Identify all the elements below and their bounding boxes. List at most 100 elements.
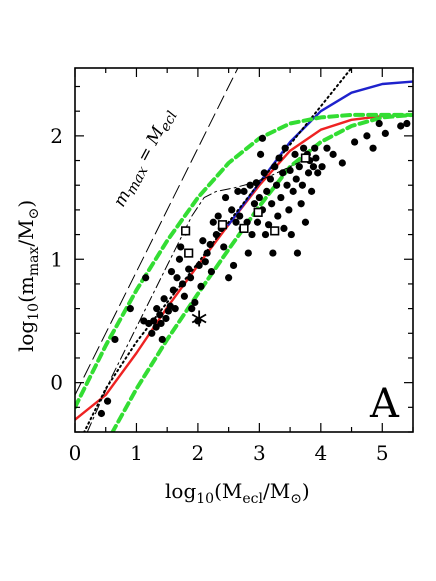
data-point-circle-69 bbox=[275, 154, 283, 162]
data-point-circle-55 bbox=[253, 218, 262, 226]
data-point-circle-30 bbox=[199, 237, 207, 245]
data-point-circle-15 bbox=[169, 286, 177, 294]
data-point-circle-36 bbox=[212, 230, 220, 239]
data-point-circle-110 bbox=[126, 305, 134, 313]
data-point-circle-34 bbox=[207, 267, 216, 276]
data-point-circle-5 bbox=[152, 323, 160, 331]
asterisk-stroke bbox=[191, 313, 207, 324]
data-point-circle-74 bbox=[283, 181, 291, 189]
data-point-circle-17 bbox=[173, 274, 181, 282]
data-point-circle-33 bbox=[206, 240, 214, 249]
data-point-circle-8 bbox=[157, 319, 165, 328]
data-point-circle-24 bbox=[186, 274, 195, 282]
data-point-circle-75 bbox=[285, 206, 293, 214]
data-point-circle-41 bbox=[225, 274, 233, 282]
tick-labels-layer: 0 1 2 3 4 5 0 1 2 bbox=[50, 124, 388, 465]
data-point-circle-54 bbox=[252, 179, 260, 187]
data-point-circle-97 bbox=[329, 150, 337, 158]
data-point-circle-50 bbox=[244, 249, 252, 257]
data-point-circle-90 bbox=[308, 187, 316, 195]
data-point-circle-104 bbox=[397, 122, 405, 130]
panel-label: A bbox=[369, 381, 400, 427]
x-tick-label: 4 bbox=[314, 441, 327, 465]
data-point-circle-25 bbox=[188, 305, 196, 313]
data-point-circle-63 bbox=[266, 175, 275, 183]
curves-layer bbox=[75, 68, 413, 432]
data-point-circle-103 bbox=[381, 129, 389, 137]
data-point-circle-76 bbox=[286, 166, 294, 175]
curve-red-solid-0 bbox=[75, 113, 413, 421]
data-point-circle-105 bbox=[403, 119, 411, 128]
data-point-square-3 bbox=[239, 223, 249, 234]
data-point-square-2 bbox=[217, 220, 228, 230]
data-point-circle-23 bbox=[185, 265, 193, 273]
data-point-circle-4 bbox=[150, 317, 158, 325]
data-point-circle-98 bbox=[338, 159, 346, 167]
data-point-circle-78 bbox=[289, 187, 297, 195]
data-point-square-0 bbox=[181, 226, 191, 236]
data-point-circle-7 bbox=[156, 311, 164, 319]
data-point-circle-28 bbox=[195, 261, 203, 270]
data-point-circle-52 bbox=[248, 230, 256, 239]
y-tick-label: 0 bbox=[50, 371, 63, 395]
data-point-circle-100 bbox=[363, 132, 371, 140]
data-point-circle-21 bbox=[180, 292, 188, 300]
data-point-circle-18 bbox=[175, 255, 184, 263]
data-point-circle-107 bbox=[97, 409, 106, 418]
data-point-circle-96 bbox=[323, 144, 331, 152]
data-point-circle-57 bbox=[256, 150, 265, 158]
data-point-circle-106 bbox=[258, 134, 267, 142]
data-point-circle-59 bbox=[260, 169, 268, 177]
data-point-circle-29 bbox=[197, 282, 205, 290]
curve-green-dashed-3 bbox=[75, 112, 413, 410]
data-point-circle-109 bbox=[111, 335, 119, 344]
data-point-circle-51 bbox=[246, 181, 254, 189]
data-point-circle-35 bbox=[209, 218, 217, 226]
data-point-circle-10 bbox=[160, 295, 168, 303]
curve-green-dashed-4 bbox=[110, 112, 413, 432]
points-layer bbox=[97, 119, 411, 418]
y-tick-label: 1 bbox=[50, 247, 63, 271]
data-point-circle-92 bbox=[311, 144, 319, 152]
data-point-circle-64 bbox=[268, 200, 276, 208]
plot-frame bbox=[74, 67, 414, 433]
data-point-circle-40 bbox=[221, 193, 230, 202]
data-point-circle-48 bbox=[240, 187, 248, 195]
data-point-circle-45 bbox=[234, 187, 242, 195]
data-point-circle-37 bbox=[214, 212, 222, 220]
data-point-circle-65 bbox=[269, 249, 277, 257]
data-point-circle-46 bbox=[236, 212, 244, 220]
data-point-circle-108 bbox=[103, 397, 112, 405]
data-point-circle-71 bbox=[279, 169, 287, 177]
curve-black-dotted-2 bbox=[83, 68, 353, 432]
data-point-circle-32 bbox=[203, 249, 211, 257]
data-point-asterisk-0 bbox=[191, 310, 207, 327]
data-point-circle-20 bbox=[178, 280, 187, 288]
data-point-circle-11 bbox=[162, 314, 170, 323]
data-point-circle-31 bbox=[201, 258, 209, 266]
data-point-circle-70 bbox=[277, 193, 285, 202]
data-point-circle-61 bbox=[263, 187, 271, 195]
data-point-circle-6 bbox=[153, 305, 161, 313]
data-point-circle-83 bbox=[297, 200, 305, 208]
data-point-circle-43 bbox=[229, 261, 238, 270]
y-axis-label: log10(mmax/M⊙) bbox=[14, 200, 42, 352]
data-point-circle-84 bbox=[298, 181, 306, 189]
x-tick-label: 3 bbox=[253, 441, 266, 465]
data-point-circle-94 bbox=[314, 169, 322, 177]
data-point-circle-81 bbox=[293, 249, 302, 257]
data-point-circle-82 bbox=[295, 163, 303, 171]
data-point-circle-53 bbox=[250, 200, 259, 208]
curve-black-long-dash-5 bbox=[75, 68, 239, 396]
data-point-circle-19 bbox=[177, 243, 185, 251]
data-point-square-4 bbox=[253, 207, 263, 217]
data-point-circle-42 bbox=[228, 206, 236, 214]
data-point-circle-85 bbox=[300, 144, 308, 152]
data-point-circle-95 bbox=[318, 163, 326, 171]
data-point-circle-67 bbox=[272, 181, 281, 189]
data-point-circle-99 bbox=[351, 138, 359, 146]
data-point-circle-77 bbox=[287, 230, 295, 239]
data-point-circle-101 bbox=[369, 144, 377, 152]
curve-black-dash-dot-6 bbox=[86, 157, 309, 432]
